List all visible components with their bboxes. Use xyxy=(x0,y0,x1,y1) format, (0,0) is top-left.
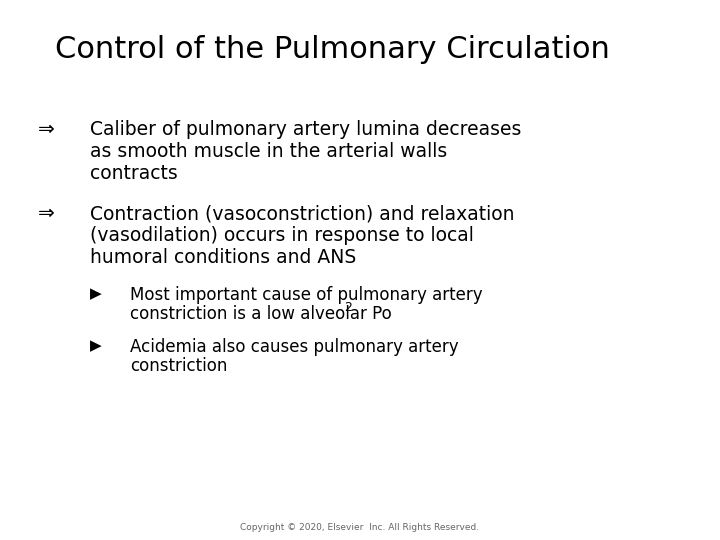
Text: Acidemia also causes pulmonary artery: Acidemia also causes pulmonary artery xyxy=(130,338,459,356)
Text: Control of the Pulmonary Circulation: Control of the Pulmonary Circulation xyxy=(55,35,610,64)
Text: ▶: ▶ xyxy=(90,338,102,353)
Text: humoral conditions and ANS: humoral conditions and ANS xyxy=(90,248,356,267)
Text: constriction is a low alveolar Po: constriction is a low alveolar Po xyxy=(130,305,392,323)
Text: 2: 2 xyxy=(344,301,352,314)
Text: Contraction (vasoconstriction) and relaxation: Contraction (vasoconstriction) and relax… xyxy=(90,204,515,223)
Text: Most important cause of pulmonary artery: Most important cause of pulmonary artery xyxy=(130,286,482,304)
Text: as smooth muscle in the arterial walls: as smooth muscle in the arterial walls xyxy=(90,142,447,161)
Text: ⇒: ⇒ xyxy=(38,120,55,139)
Text: ⇒: ⇒ xyxy=(38,204,55,223)
Text: ▶: ▶ xyxy=(90,286,102,301)
Text: contracts: contracts xyxy=(90,164,178,183)
Text: constriction: constriction xyxy=(130,357,228,375)
Text: Copyright © 2020, Elsevier  Inc. All Rights Reserved.: Copyright © 2020, Elsevier Inc. All Righ… xyxy=(240,523,480,532)
Text: Caliber of pulmonary artery lumina decreases: Caliber of pulmonary artery lumina decre… xyxy=(90,120,521,139)
Text: (vasodilation) occurs in response to local: (vasodilation) occurs in response to loc… xyxy=(90,226,474,245)
